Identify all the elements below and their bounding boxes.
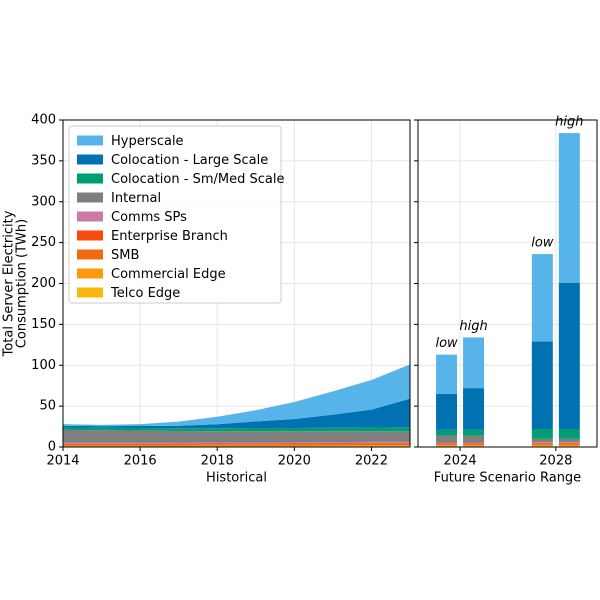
y-tick-label: 150 bbox=[31, 317, 56, 332]
legend-label: Hyperscale bbox=[111, 134, 184, 149]
bar-segment bbox=[558, 438, 580, 443]
area bbox=[63, 445, 410, 447]
y-tick-label: 0 bbox=[48, 440, 56, 455]
bar-segment bbox=[463, 444, 485, 446]
bar-segment bbox=[436, 442, 458, 444]
plot-frame bbox=[62, 119, 411, 448]
y-axis-label: Consumption (TWh) bbox=[15, 219, 30, 348]
y-tick-label: 250 bbox=[31, 235, 56, 250]
bar-segment bbox=[463, 429, 485, 436]
bar-segment bbox=[531, 444, 553, 447]
x-tick-label: 2014 bbox=[46, 454, 79, 469]
area bbox=[63, 429, 410, 443]
legend-label: Colocation - Large Scale bbox=[111, 153, 268, 168]
bar-segment bbox=[463, 443, 485, 445]
legend-swatch bbox=[77, 249, 103, 260]
area bbox=[63, 427, 410, 432]
y-tick-label: 200 bbox=[31, 276, 56, 291]
x-tick-label: 2018 bbox=[201, 454, 234, 469]
y-tick-label: 300 bbox=[31, 194, 56, 209]
x-tick-label: 2020 bbox=[278, 454, 311, 469]
legend-swatch bbox=[77, 192, 103, 203]
bar-segment bbox=[531, 254, 553, 342]
area bbox=[63, 442, 410, 445]
x-axis-label: Future Scenario Range bbox=[434, 471, 581, 486]
area bbox=[63, 364, 410, 427]
legend-label: Colocation - Sm/Med Scale bbox=[111, 172, 284, 187]
y-tick-label: 100 bbox=[31, 358, 56, 373]
bar-segment bbox=[463, 435, 485, 443]
y-tick-label: 350 bbox=[31, 153, 56, 168]
bar-segment bbox=[531, 438, 553, 443]
legend-label: Commercial Edge bbox=[111, 267, 226, 282]
bar-segment bbox=[436, 445, 458, 447]
bar-segment bbox=[436, 435, 458, 443]
y-tick-label: 50 bbox=[39, 399, 56, 414]
x-tick-label: 2024 bbox=[444, 454, 477, 469]
legend-swatch bbox=[77, 135, 103, 146]
legend-label: SMB bbox=[111, 248, 139, 263]
bar-segment bbox=[558, 429, 580, 439]
x-tick-label: 2016 bbox=[124, 454, 157, 469]
bar-segment bbox=[531, 442, 553, 443]
bar-segment bbox=[463, 442, 485, 444]
legend-frame bbox=[68, 125, 282, 304]
bar-segment bbox=[436, 393, 458, 430]
bar-segment bbox=[558, 282, 580, 430]
bar-label: low bbox=[531, 236, 554, 251]
x-tick-label: 2028 bbox=[539, 454, 572, 469]
bar-segment bbox=[558, 443, 580, 445]
area bbox=[63, 443, 410, 446]
y-axis-label: Total Server Electricity bbox=[2, 210, 17, 357]
bar-segment bbox=[531, 429, 553, 439]
legend-swatch bbox=[77, 268, 103, 279]
bar-segment bbox=[436, 443, 458, 445]
y-tick-label: 400 bbox=[31, 113, 56, 128]
bar-segment bbox=[531, 341, 553, 430]
legend-swatch bbox=[77, 211, 103, 222]
legend-swatch bbox=[77, 230, 103, 241]
bar-segment bbox=[558, 442, 580, 443]
bar-segment bbox=[436, 429, 458, 436]
bar-segment bbox=[463, 388, 485, 430]
legend-swatch bbox=[77, 287, 103, 298]
bar-label: high bbox=[555, 115, 583, 130]
bar-segment bbox=[531, 443, 553, 445]
bar-segment bbox=[558, 442, 580, 444]
bar-label: low bbox=[435, 336, 458, 351]
legend-label: Comms SPs bbox=[111, 210, 187, 225]
legend-label: Telco Edge bbox=[110, 286, 180, 301]
x-axis-label: Historical bbox=[206, 471, 267, 486]
bar-segment bbox=[436, 444, 458, 446]
bar-segment bbox=[463, 445, 485, 447]
x-tick-label: 2022 bbox=[355, 454, 388, 469]
bar-segment bbox=[558, 133, 580, 283]
legend-swatch bbox=[77, 173, 103, 184]
legend-label: Enterprise Branch bbox=[111, 229, 228, 244]
legend-label: Internal bbox=[111, 191, 161, 206]
plot-frame bbox=[417, 119, 598, 448]
bar-label: high bbox=[459, 319, 487, 334]
legend: Hyperscale Colocation - Large Scale Coloca… bbox=[68, 125, 284, 304]
bar-segment bbox=[436, 354, 458, 394]
area bbox=[63, 441, 410, 444]
area bbox=[63, 398, 410, 429]
bar-segment bbox=[531, 442, 553, 444]
bar-segment bbox=[463, 337, 485, 389]
bar-segment bbox=[558, 444, 580, 447]
legend-swatch bbox=[77, 154, 103, 165]
